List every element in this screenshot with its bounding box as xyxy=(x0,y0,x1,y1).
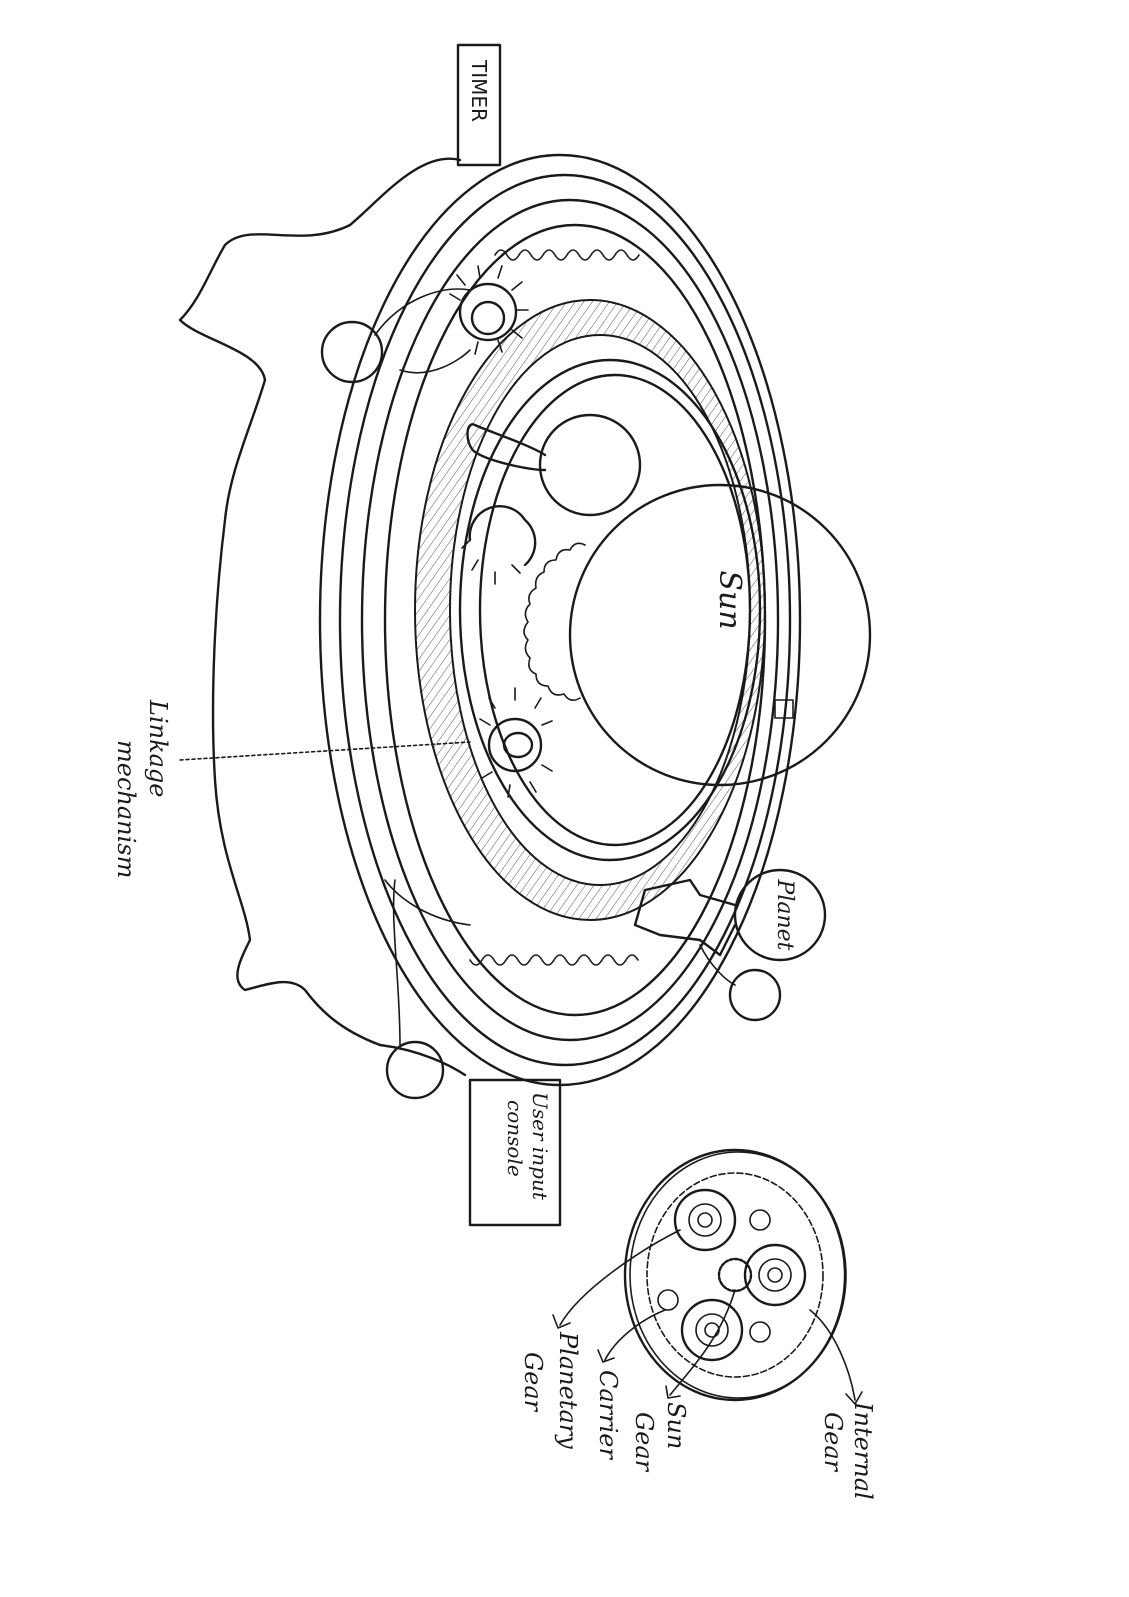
inner-planet-arm xyxy=(466,423,547,472)
planetary-gear-label-line2: Gear xyxy=(519,1352,547,1413)
internal-gear-label-line2: Gear xyxy=(819,1412,847,1473)
linkage-leader-line xyxy=(179,741,471,761)
top-knob xyxy=(320,320,384,384)
inner-ring-2 xyxy=(478,373,752,847)
internal-gear-label-line1: Internal xyxy=(849,1401,877,1500)
planet-label: Planet xyxy=(772,879,797,951)
arrow-internal-gear-head xyxy=(845,1391,863,1405)
arrow-sun-gear xyxy=(669,1289,736,1396)
inset-outer-disc xyxy=(623,1148,847,1402)
planet-arm xyxy=(633,878,737,957)
outer-ring-2 xyxy=(338,173,792,1067)
sun-gear-label-line1: Sun xyxy=(662,1402,690,1449)
internal-gear-teeth-bottom xyxy=(469,954,639,966)
planet-arm-knob xyxy=(728,968,782,1022)
inset-rim xyxy=(629,1151,847,1399)
inset-planet-gear-3 xyxy=(680,1298,744,1362)
sun-gear-large xyxy=(523,542,586,702)
timer-box: TIMER xyxy=(456,43,502,167)
linkage-arm-top xyxy=(399,349,471,374)
sun-label: Sun xyxy=(712,570,747,629)
gear-middle-left xyxy=(461,505,537,585)
planet-arm-link xyxy=(699,944,736,986)
linkage-label-line1: Linkage xyxy=(144,699,172,798)
sun-gear-label-line2: Gear xyxy=(630,1412,658,1473)
arrow-sun-gear-head xyxy=(665,1385,681,1399)
inset-sun-gear xyxy=(717,1257,753,1293)
inset-planet-gear-2 xyxy=(743,1243,807,1307)
planetary-gear-label-line1: Planetary xyxy=(554,1331,582,1449)
sun-marker xyxy=(774,699,794,719)
arrow-carrier xyxy=(604,1309,666,1361)
carrier-label: Carrier xyxy=(594,1370,622,1460)
inset-planet-gear-1 xyxy=(673,1188,737,1252)
user-input-label-line2: console xyxy=(503,1100,527,1177)
gear-middle xyxy=(479,687,553,798)
outer-ring-3 xyxy=(360,198,780,1042)
arrow-carrier-head xyxy=(597,1349,615,1363)
inner-planet xyxy=(538,413,642,517)
planet-body xyxy=(733,868,827,962)
bottom-knob xyxy=(385,1040,445,1100)
bottom-knob-link xyxy=(392,879,401,1046)
inset-carrier-hole-1 xyxy=(657,1289,679,1311)
internal-gear-teeth-top xyxy=(494,249,640,261)
main-mechanism: Sun Planet xyxy=(178,153,872,1100)
inner-ring-1 xyxy=(458,358,762,862)
arrow-internal-gear xyxy=(809,1309,856,1401)
linkage-arm-bottom xyxy=(384,879,471,926)
base-stand-outline xyxy=(178,157,467,1077)
gear-top-left xyxy=(449,265,529,355)
inset-carrier-hole-2 xyxy=(749,1209,771,1231)
arrow-planetary-gear-head xyxy=(552,1314,571,1329)
sun-body xyxy=(568,483,872,787)
timer-label: TIMER xyxy=(467,59,491,122)
user-input-label-line1: User input xyxy=(528,1092,552,1201)
carrier-ring-hatched xyxy=(414,298,766,922)
top-knob-link xyxy=(374,288,471,336)
user-input-console-box: User input console xyxy=(468,1078,562,1227)
linkage-label-line2: mechanism xyxy=(112,740,140,878)
planetary-gear-inset: Internal Gear Sun Gear Carrier Planetary… xyxy=(519,1148,877,1500)
inset-carrier-hole-3 xyxy=(749,1321,771,1343)
inset-internal-gear xyxy=(646,1172,824,1378)
arrow-planetary-gear xyxy=(559,1229,681,1326)
